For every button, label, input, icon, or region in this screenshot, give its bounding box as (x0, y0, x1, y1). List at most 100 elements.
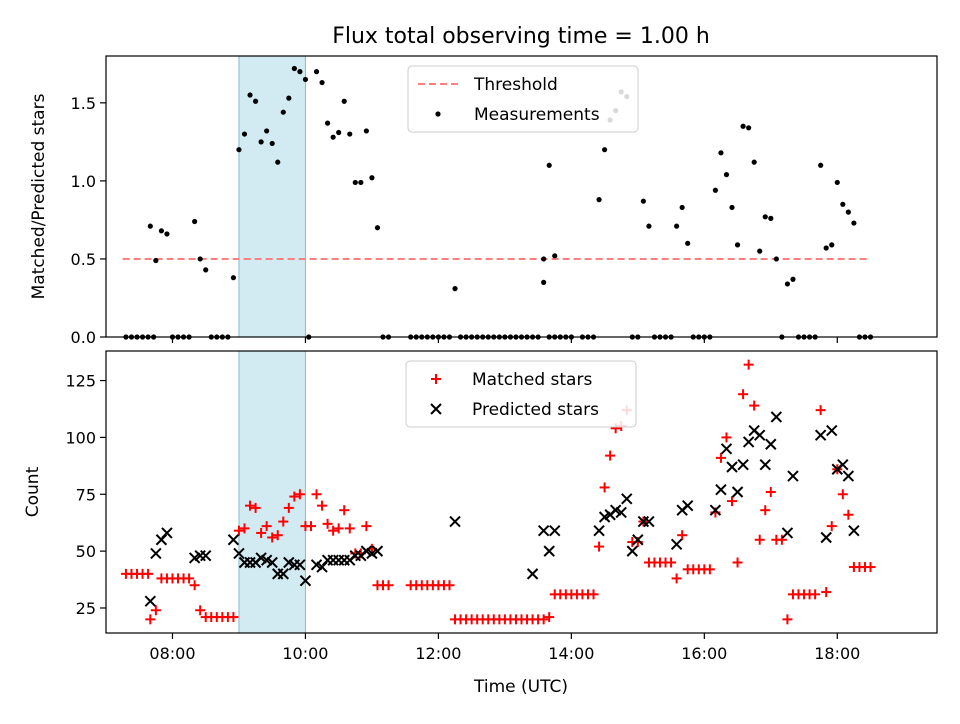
predicted-marker-b (726, 461, 738, 473)
y-tick-label: 50 (76, 542, 96, 561)
matched-star-marker (810, 589, 821, 600)
matched-star-marker (754, 534, 765, 545)
matched-star-marker (760, 505, 771, 516)
matched-star-marker (322, 518, 333, 529)
matched-star-marker (383, 580, 394, 591)
predicted-star-marker (371, 545, 384, 557)
predicted-star-marker (233, 547, 245, 560)
matched-star-marker (821, 587, 832, 598)
matched-star-marker (283, 502, 294, 513)
measurement-point (164, 231, 170, 237)
measurement-point (552, 253, 558, 259)
predicted-marker-b (770, 411, 783, 423)
predicted-marker-b (759, 459, 771, 471)
matched-star-marker (150, 605, 161, 616)
matched-star-marker (267, 532, 278, 543)
matched-star-marker (588, 589, 599, 600)
axes-frame (105, 55, 938, 338)
predicted-marker-b (266, 556, 278, 569)
predicted-marker-b (826, 424, 838, 437)
y-tick-label: 0.5 (71, 250, 96, 269)
matched-star-marker (294, 489, 305, 500)
measurement-point (723, 172, 730, 178)
y-tick-label: 0.0 (71, 328, 96, 347)
matched-star-marker (339, 505, 350, 516)
predicted-marker-b (310, 559, 323, 571)
predicted-star-marker (715, 484, 727, 496)
x-tick-label: 12:00 (415, 644, 461, 663)
measurement-point (280, 109, 286, 115)
y-tick-label: 75 (76, 485, 96, 504)
legend: Matched stars Predicted stars (405, 360, 637, 428)
matched-star-marker (361, 521, 372, 532)
predicted-star-marker (338, 554, 350, 566)
measurement-point (264, 128, 270, 134)
predicted-marker-b (720, 443, 733, 455)
legend: Threshold Measurements (407, 65, 639, 133)
measurement-point (729, 204, 735, 211)
measurement-point (203, 267, 209, 273)
measurement-point (773, 256, 779, 262)
measurement-point (336, 129, 342, 136)
predicted-star-marker (781, 527, 794, 539)
predicted-marker-b (842, 470, 855, 482)
matched-star-marker (815, 405, 826, 416)
predicted-star-marker (277, 568, 289, 580)
matched-star-marker (782, 614, 793, 625)
matched-star-marker (715, 452, 726, 463)
matched-star-marker (865, 562, 876, 573)
predicted-star-marker (754, 429, 766, 441)
predicted-star-marker (787, 470, 799, 482)
predicted-marker-b (283, 556, 295, 569)
measurement-point (823, 245, 829, 251)
measurement-point (541, 256, 547, 262)
measurement-point (840, 201, 846, 207)
matched-star-marker (666, 557, 677, 568)
predicted-star-marker (299, 574, 312, 587)
predicted-marker-b (643, 515, 655, 528)
predicted-marker-b (371, 545, 384, 557)
predicted-marker-b (632, 534, 644, 546)
measurement-point (247, 92, 253, 98)
predicted-star-marker (537, 524, 550, 537)
predicted-marker-b (299, 574, 312, 587)
predicted-marker-b (609, 504, 622, 516)
highlight-span (238, 350, 306, 634)
predicted-marker-b (549, 524, 561, 537)
predicted-marker-b (537, 524, 550, 537)
legend-label: Threshold (473, 75, 558, 95)
x-tick-label: 18:00 (814, 644, 860, 663)
measurement-point (762, 214, 768, 220)
measurement-point (541, 279, 547, 285)
matched-star-marker (605, 450, 616, 461)
measurement-point (341, 98, 347, 104)
measurement-point (640, 198, 646, 204)
legend-predicted-swatch-b (430, 403, 442, 415)
predicted-star-marker (144, 595, 157, 607)
predicted-star-marker (742, 436, 755, 448)
predicted-star-marker (814, 429, 827, 441)
measurement-point (602, 147, 608, 153)
matched-star-marker (749, 400, 760, 411)
predicted-star-marker (543, 545, 555, 557)
measurement-point (258, 139, 264, 145)
matched-star-marker (245, 500, 256, 511)
measurement-point (358, 179, 364, 186)
predicted-marker-b (360, 545, 373, 557)
matched-star-marker (195, 605, 206, 616)
predicted-star-marker (709, 504, 722, 516)
matched-star-marker (599, 482, 610, 493)
matched-star-marker (317, 500, 328, 511)
matched-star-marker (837, 489, 848, 500)
predicted-star-marker (332, 554, 345, 566)
predicted-star-marker (681, 499, 694, 512)
measurement-point (275, 159, 281, 165)
measurement-point (297, 69, 303, 75)
predicted-marker-b (670, 538, 683, 551)
top-panel-flux-ratio: 0.0 0.5 1.0 1.5 Matched/Predicted stars Thres… (29, 55, 938, 347)
legend-label: Measurements (474, 105, 600, 125)
predicted-star-marker (621, 493, 633, 505)
matched-star-marker (250, 502, 261, 513)
measurement-point (718, 150, 724, 156)
